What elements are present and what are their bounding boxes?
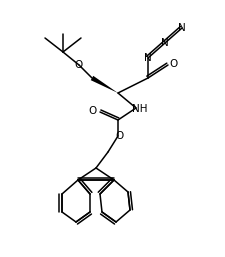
Text: N: N [144,53,151,63]
Text: N: N [160,38,168,48]
Text: N: N [177,23,185,33]
Text: O: O [169,59,177,69]
Text: NH: NH [132,104,147,114]
Polygon shape [90,76,117,93]
Text: O: O [74,60,83,70]
Text: O: O [88,106,97,116]
Text: O: O [115,131,124,141]
